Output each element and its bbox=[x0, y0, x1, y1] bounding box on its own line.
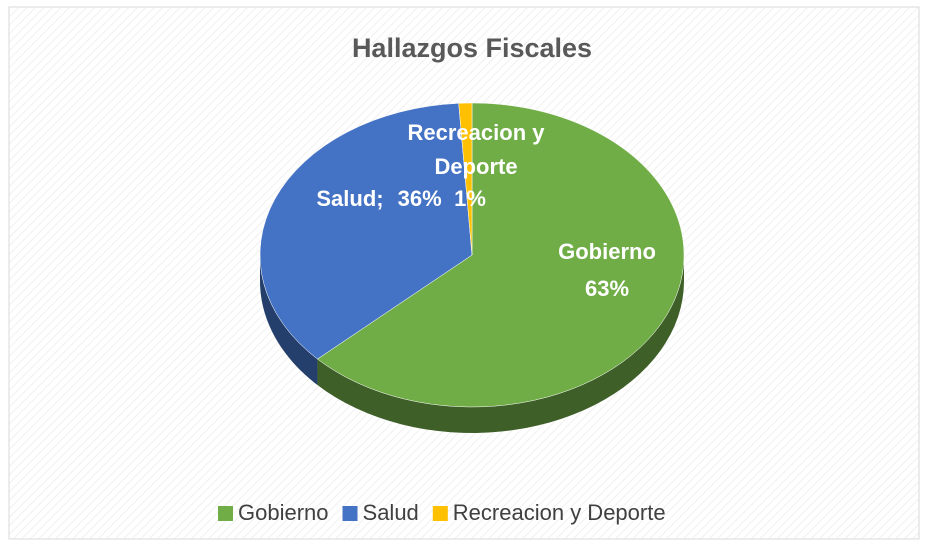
legend-label: Salud bbox=[363, 500, 419, 525]
chart-title: Hallazgos Fiscales bbox=[352, 33, 592, 63]
data-label-line: Deporte bbox=[434, 154, 517, 179]
legend-label: Gobierno bbox=[238, 500, 329, 525]
data-label-category: Salud bbox=[316, 186, 376, 211]
legend-swatch bbox=[432, 506, 448, 521]
slice-side bbox=[260, 255, 318, 386]
legend-swatch bbox=[342, 506, 358, 521]
legend-swatch bbox=[218, 506, 233, 521]
slice-side bbox=[317, 255, 684, 433]
slice bbox=[259, 103, 473, 360]
legend-label: Recreacion y Deporte bbox=[453, 500, 666, 525]
data-label: Salud; 36% bbox=[316, 186, 441, 211]
data-label: 63% bbox=[585, 276, 629, 301]
data-label-value: 36% bbox=[398, 186, 442, 211]
slice bbox=[317, 102, 685, 408]
slice bbox=[458, 102, 473, 256]
data-label: Gobierno bbox=[558, 239, 656, 264]
data-label: Recreacion y Deporte bbox=[408, 120, 546, 179]
data-label-line: Recreacion y bbox=[408, 120, 546, 145]
data-label-separator: ; bbox=[376, 186, 383, 211]
data-label: 1% bbox=[454, 186, 486, 211]
